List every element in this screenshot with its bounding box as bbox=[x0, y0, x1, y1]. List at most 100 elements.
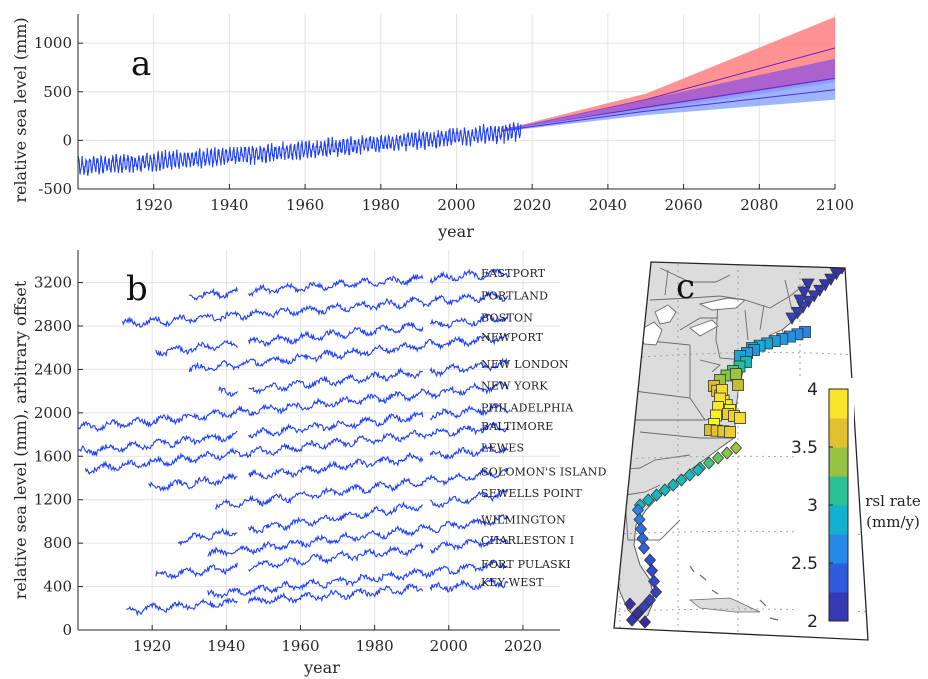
station-marker-9 bbox=[785, 312, 799, 325]
colorbar-segment-1 bbox=[829, 563, 848, 593]
station-line-7 bbox=[84, 421, 509, 475]
projection-median-2 bbox=[501, 89, 835, 132]
station-marker-70 bbox=[649, 585, 663, 599]
station-label-4: NEW LONDON bbox=[481, 358, 569, 371]
x-tick-label-a-7: 2060 bbox=[665, 196, 703, 214]
station-line-13 bbox=[207, 558, 509, 599]
station-marker-76 bbox=[631, 606, 644, 620]
station-line-2 bbox=[155, 313, 509, 358]
x-tick-label-b-0: 1920 bbox=[133, 637, 171, 655]
colorbar-segments bbox=[829, 389, 848, 622]
station-marker-56 bbox=[675, 473, 688, 487]
colorbar-tick-label-3: 2.5 bbox=[791, 554, 818, 574]
station-line-9 bbox=[214, 467, 509, 510]
great-lakes bbox=[639, 297, 787, 346]
colorbar-segment-6 bbox=[829, 418, 848, 448]
station-line-3 bbox=[188, 333, 509, 373]
projection-band-2 bbox=[501, 79, 835, 132]
station-marker-60 bbox=[642, 493, 655, 507]
station-label-13: FORT PULASKI bbox=[481, 558, 571, 571]
station-marker-50 bbox=[720, 446, 734, 460]
islands bbox=[689, 565, 779, 621]
colorbar-tick-label-4: 2 bbox=[807, 612, 818, 632]
station-label-11: WILMINGTON bbox=[481, 513, 566, 526]
station-label-2: BOSTON bbox=[481, 311, 533, 324]
colorbar-segment-0 bbox=[829, 592, 848, 622]
ticks-b: 1920 1940 1960 1980 2000 2020 0 400 800 1200 1600 2… bbox=[34, 274, 542, 655]
station-marker-29 bbox=[730, 368, 742, 380]
station-label-9: SOLOMON'S ISLAND bbox=[481, 465, 607, 478]
station-line-0 bbox=[188, 268, 509, 301]
station-marker-66 bbox=[637, 541, 651, 555]
y-tick-label-b-0: 0 bbox=[62, 621, 72, 639]
x-tick-label-a-1: 1940 bbox=[210, 196, 248, 214]
station-line-1 bbox=[121, 290, 509, 329]
colorbar-tick-label-1: 3.5 bbox=[791, 438, 818, 458]
colorbar-segment-2 bbox=[829, 534, 848, 564]
station-label-12: CHARLESTON I bbox=[481, 534, 574, 547]
x-tick-label-a-0: 1920 bbox=[135, 196, 173, 214]
y-axis-label-b: relative sea level (mm), arbitrary offse… bbox=[11, 280, 30, 599]
station-marker-49 bbox=[729, 441, 743, 455]
y-tick-label-b-3: 1200 bbox=[34, 491, 72, 509]
station-label-8: LEWES bbox=[481, 442, 524, 455]
colorbar-segment-4 bbox=[829, 476, 848, 506]
x-tick-label-b-1: 1940 bbox=[207, 637, 245, 655]
y-tick-label-a-1: 0 bbox=[62, 131, 72, 149]
station-label-10: SEWELLS POINT bbox=[481, 487, 582, 500]
projection-band-1 bbox=[501, 58, 835, 132]
x-tick-label-a-5: 2020 bbox=[513, 196, 551, 214]
colorbar-tick-label-2: 3 bbox=[807, 496, 818, 516]
colorbar-segment-5 bbox=[829, 447, 848, 477]
station-marker-67 bbox=[643, 553, 657, 567]
colorbar: 4 3.5 3 2.5 2 bbox=[791, 378, 854, 636]
station-marker-10 bbox=[801, 278, 815, 291]
x-tick-label-b-3: 1980 bbox=[356, 637, 394, 655]
y-tick-label-b-2: 800 bbox=[43, 534, 72, 552]
x-tick-label-a-9: 2100 bbox=[816, 196, 854, 214]
station-marker-52 bbox=[702, 456, 716, 470]
station-label-0: EASTPORT bbox=[481, 267, 546, 280]
cuba bbox=[688, 597, 761, 613]
panel-a: 1920 1940 1960 1980 2000 2020 2040 2060 2080 2100… bbox=[11, 14, 854, 241]
station-series bbox=[78, 268, 509, 617]
station-marker-57 bbox=[667, 478, 680, 492]
station-marker-59 bbox=[650, 488, 663, 502]
x-tick-label-a-6: 2040 bbox=[589, 196, 627, 214]
station-marker-51 bbox=[711, 451, 725, 465]
x-tick-label-b-4: 2000 bbox=[430, 637, 468, 655]
x-tick-label-a-8: 2080 bbox=[740, 196, 778, 214]
station-label-14: KEY WEST bbox=[481, 576, 544, 589]
panel-letter-c: c bbox=[676, 267, 695, 307]
station-marker-44 bbox=[734, 412, 746, 424]
map-frame bbox=[613, 261, 869, 641]
x-tick-label-a-4: 2000 bbox=[437, 196, 475, 214]
station-label-5: NEW YORK bbox=[481, 380, 548, 393]
station-marker-55 bbox=[683, 468, 696, 482]
y-tick-label-b-4: 1600 bbox=[34, 447, 72, 465]
station-line-12 bbox=[155, 535, 509, 581]
panel-b: 1920 1940 1960 1980 2000 2020 0 400 800 1200 1600 2… bbox=[11, 250, 607, 677]
y-tick-label-b-1: 400 bbox=[43, 578, 72, 596]
station-label-7: BALTIMORE bbox=[481, 420, 554, 433]
station-marker-68 bbox=[645, 564, 659, 578]
station-marker-11 bbox=[797, 286, 811, 299]
station-label-1: PORTLAND bbox=[481, 290, 548, 303]
station-line-5 bbox=[78, 380, 509, 433]
grid-b bbox=[78, 250, 560, 631]
station-labels: EASTPORT PORTLAND BOSTON NEWPORT NEW LONDON N… bbox=[481, 267, 607, 589]
colorbar-ticks: 4 3.5 3 2.5 2 bbox=[791, 380, 833, 632]
colorbar-segment-7 bbox=[829, 389, 848, 419]
station-marker-69 bbox=[647, 574, 661, 588]
tide-gauge-series bbox=[78, 122, 522, 176]
station-label-6: PHILADELPHIA bbox=[481, 401, 574, 414]
station-marker-54 bbox=[691, 463, 705, 477]
y-tick-label-b-5: 2000 bbox=[34, 404, 72, 422]
colorbar-segment-3 bbox=[829, 505, 848, 535]
station-line-11 bbox=[207, 514, 509, 558]
station-marker-58 bbox=[658, 483, 671, 497]
y-axis-label-a: relative sea level (mm) bbox=[11, 17, 30, 202]
x-tick-label-b-2: 1960 bbox=[281, 637, 319, 655]
station-line-4 bbox=[218, 357, 509, 397]
